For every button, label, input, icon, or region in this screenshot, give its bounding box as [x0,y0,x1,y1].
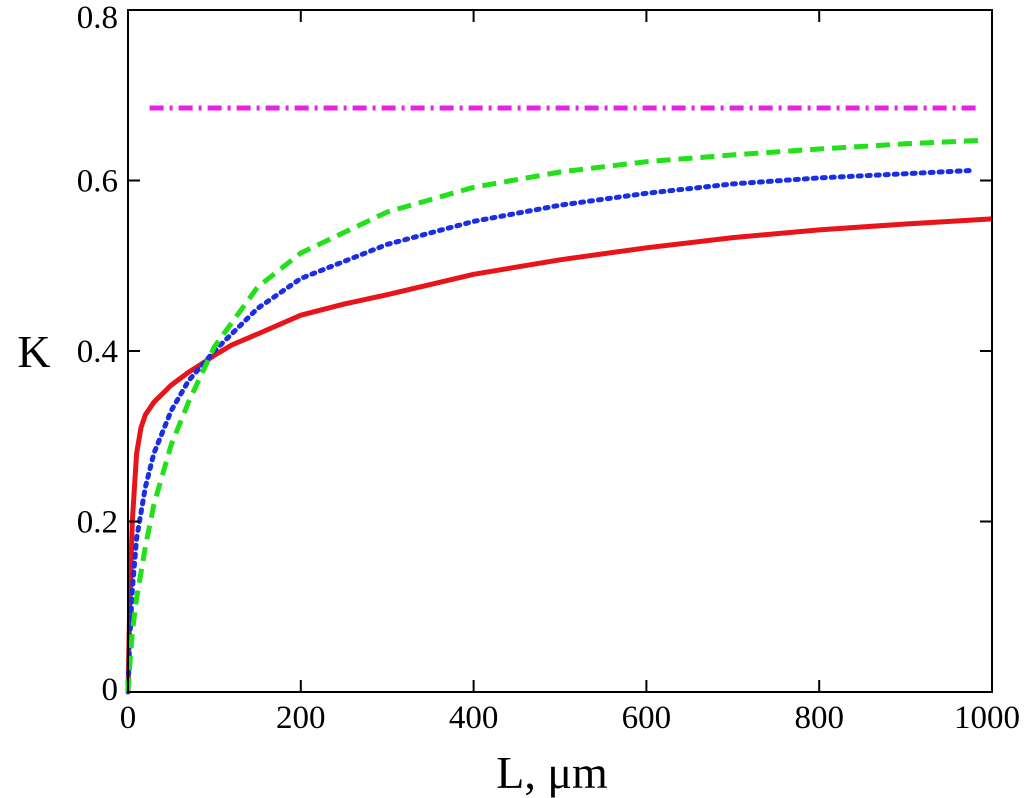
x-axis-label: L, μm [496,747,608,798]
x-tick-label: 800 [794,700,844,736]
y-axis-label: K [17,326,50,377]
y-tick-label: 0.4 [77,334,118,370]
x-tick-label: 1000 [954,700,1020,736]
y-tick-label: 0.8 [77,0,118,36]
x-tick-label: 600 [622,700,672,736]
x-tick-label: 0 [120,700,137,736]
tick-layer: 0 200 400 600 800 1000 0 0.2 0.4 0.6 0.8 [77,0,1020,736]
y-tick-label: 0.6 [77,164,118,200]
series-line-1 [125,216,993,693]
series-line-2 [125,167,978,695]
y-tick-label: 0 [102,672,119,708]
plot-frame [127,9,993,693]
series-layer [125,105,993,695]
series-line-3 [125,137,980,693]
y-tick-label: 0.2 [77,505,118,541]
x-tick-label: 200 [276,700,326,736]
x-tick-label: 400 [449,700,499,736]
